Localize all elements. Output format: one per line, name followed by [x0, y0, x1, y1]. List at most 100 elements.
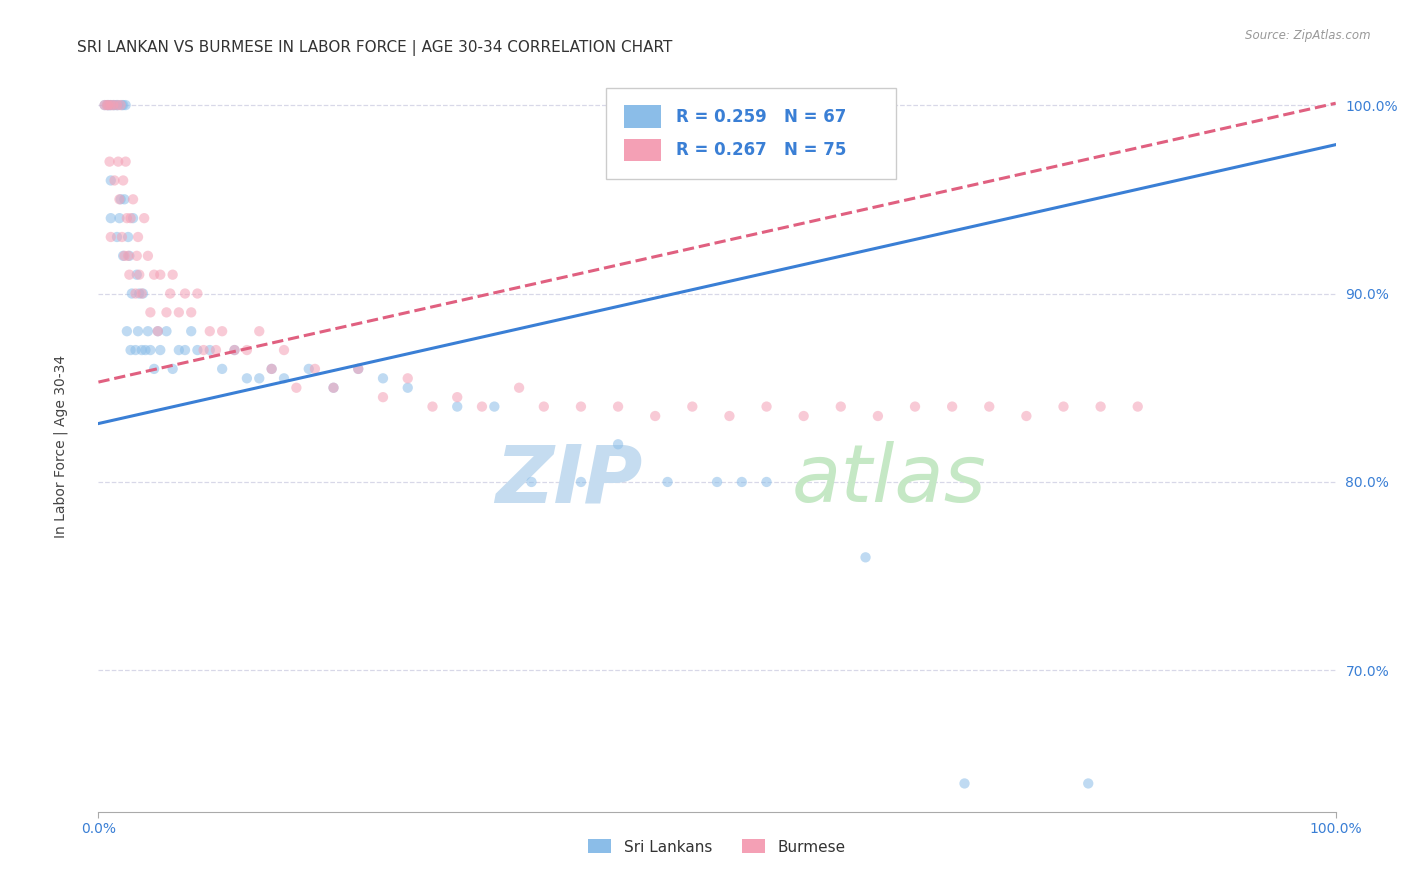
Point: [100, 211, 122, 226]
Point: [607, 437, 630, 451]
Point: [117, 230, 139, 244]
Point: [446, 390, 468, 404]
Point: [117, 249, 139, 263]
Point: [273, 343, 295, 357]
Point: [607, 400, 630, 414]
Point: [866, 409, 889, 423]
Point: [830, 400, 852, 414]
Point: [120, 343, 142, 357]
Point: [149, 343, 172, 357]
Point: [1126, 400, 1149, 414]
Point: [322, 381, 344, 395]
Point: [121, 286, 143, 301]
Point: [347, 362, 370, 376]
Point: [108, 211, 131, 226]
Point: [298, 362, 321, 376]
Point: [107, 154, 129, 169]
Point: [1015, 409, 1038, 423]
Point: [904, 400, 927, 414]
Point: [132, 286, 155, 301]
Point: [371, 390, 394, 404]
Point: [136, 249, 159, 263]
Point: [98, 98, 121, 112]
Point: [139, 343, 162, 357]
Point: [139, 305, 162, 319]
Point: [128, 268, 150, 282]
Point: [1052, 400, 1074, 414]
Point: [224, 343, 246, 357]
Point: [422, 400, 444, 414]
Point: [115, 324, 138, 338]
Point: [285, 381, 308, 395]
Point: [205, 343, 228, 357]
Legend: Sri Lankans, Burmese: Sri Lankans, Burmese: [582, 833, 852, 861]
Point: [103, 98, 125, 112]
Point: [396, 381, 419, 395]
Point: [755, 475, 778, 489]
Point: [211, 362, 233, 376]
Point: [98, 154, 121, 169]
Point: [111, 230, 134, 244]
Point: [107, 98, 129, 112]
Point: [122, 192, 145, 206]
Point: [155, 324, 177, 338]
Point: [118, 249, 141, 263]
Point: [115, 211, 138, 226]
Point: [174, 286, 197, 301]
Point: [96, 98, 118, 112]
Point: [96, 98, 118, 112]
Point: [125, 249, 148, 263]
Point: [111, 98, 134, 112]
Point: [122, 211, 145, 226]
Point: [120, 211, 142, 226]
Point: [167, 305, 190, 319]
Point: [273, 371, 295, 385]
Point: [125, 268, 148, 282]
Point: [247, 324, 270, 338]
Point: [260, 362, 283, 376]
Point: [508, 381, 530, 395]
Point: [143, 362, 166, 376]
Point: [108, 192, 131, 206]
Point: [112, 192, 135, 206]
Point: [236, 343, 259, 357]
Point: [118, 268, 141, 282]
Point: [103, 98, 125, 112]
Point: [114, 154, 136, 169]
Point: [706, 475, 728, 489]
Point: [100, 230, 122, 244]
Point: [247, 371, 270, 385]
Text: Source: ZipAtlas.com: Source: ZipAtlas.com: [1246, 29, 1371, 42]
Point: [174, 343, 197, 357]
Point: [533, 400, 555, 414]
Point: [657, 475, 679, 489]
Point: [162, 268, 184, 282]
Point: [979, 400, 1001, 414]
Point: [167, 343, 190, 357]
Point: [159, 286, 181, 301]
Point: [211, 324, 233, 338]
Point: [124, 286, 146, 301]
Point: [93, 98, 115, 112]
Text: R = 0.259   N = 67: R = 0.259 N = 67: [676, 108, 846, 126]
Point: [180, 305, 202, 319]
Point: [136, 324, 159, 338]
Point: [793, 409, 815, 423]
Point: [304, 362, 326, 376]
FancyBboxPatch shape: [624, 138, 661, 161]
Point: [322, 381, 344, 395]
Point: [146, 324, 169, 338]
Point: [260, 362, 283, 376]
Point: [114, 98, 136, 112]
Point: [236, 371, 259, 385]
Text: SRI LANKAN VS BURMESE IN LABOR FORCE | AGE 30-34 CORRELATION CHART: SRI LANKAN VS BURMESE IN LABOR FORCE | A…: [77, 40, 672, 56]
Point: [131, 286, 153, 301]
Point: [941, 400, 963, 414]
Point: [127, 324, 149, 338]
Point: [149, 268, 172, 282]
Point: [953, 776, 976, 790]
Point: [97, 98, 120, 112]
Point: [97, 98, 120, 112]
Point: [180, 324, 202, 338]
Point: [371, 371, 394, 385]
